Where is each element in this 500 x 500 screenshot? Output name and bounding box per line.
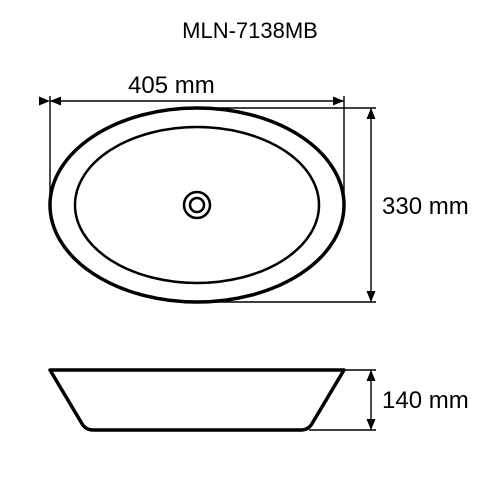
depth-dimension-label: 140 mm	[382, 387, 469, 415]
technical-drawing	[0, 0, 500, 500]
diagram-container: MLN-7138MB 405 mm 330 mm 140 mm	[0, 0, 500, 500]
height-dimension-label: 330 mm	[382, 193, 469, 221]
width-dimension-label: 405 mm	[128, 72, 215, 100]
